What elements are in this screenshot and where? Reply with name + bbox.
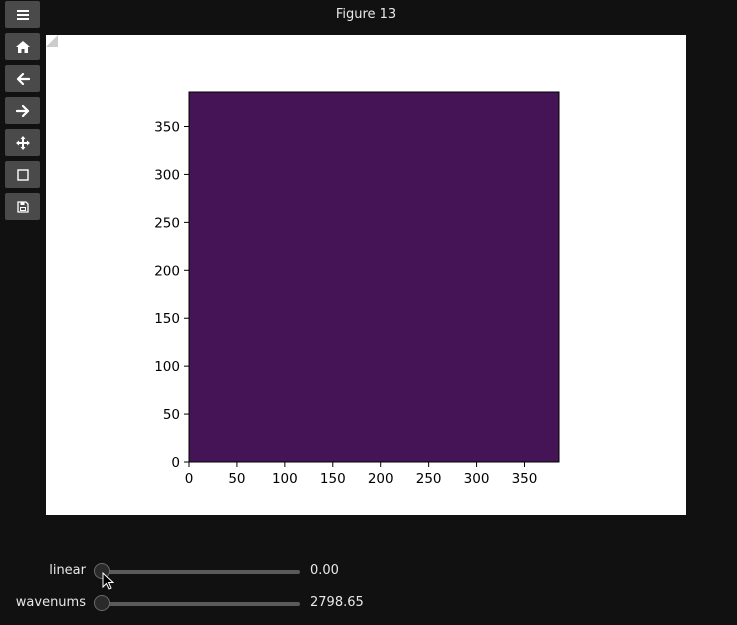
x-tick-label: 250 [416, 471, 442, 487]
slider-handle[interactable] [94, 563, 110, 579]
square-icon [16, 168, 29, 181]
slider-value: 2798.65 [310, 595, 364, 610]
axes-frame [188, 91, 560, 463]
menu-button[interactable] [5, 1, 40, 28]
slider-value: 0.00 [310, 563, 339, 578]
save-button[interactable] [5, 193, 40, 220]
y-tick-label: 150 [154, 311, 180, 327]
slider-label: wavenums [15, 595, 86, 610]
floppy-disk-icon [16, 200, 29, 213]
x-tick-label: 100 [272, 471, 298, 487]
y-tick-label: 0 [171, 455, 180, 471]
arrow-right-icon [15, 104, 29, 117]
home-icon [15, 40, 30, 53]
figure-title: Figure 13 [335, 7, 397, 22]
y-tick-label: 200 [154, 263, 180, 279]
slider-label: linear [49, 563, 86, 578]
move-icon [15, 135, 30, 150]
arrow-left-icon [16, 72, 30, 85]
x-tick-label: 150 [320, 471, 346, 487]
slider-handle[interactable] [94, 595, 110, 611]
y-tick-label: 350 [154, 120, 180, 136]
slider-track[interactable] [102, 602, 300, 606]
zoom-rect-button[interactable] [5, 161, 40, 188]
resize-grip-icon[interactable] [46, 35, 58, 47]
slider-row-wavenums: wavenums 2798.65 [0, 594, 737, 614]
x-tick-label: 350 [512, 471, 538, 487]
slider-row-linear: linear 0.00 [0, 562, 737, 582]
x-tick-label: 50 [228, 471, 245, 487]
pan-button[interactable] [5, 129, 40, 156]
figure-canvas[interactable]: 0 50 100 150 200 250 300 350 0 50 100 150 200 250 300 3… [46, 35, 686, 515]
back-button[interactable] [5, 65, 40, 92]
home-button[interactable] [5, 33, 40, 60]
hamburger-menu-icon [16, 9, 29, 20]
y-tick-label: 50 [163, 407, 180, 423]
y-tick-label: 100 [154, 359, 180, 375]
x-tick-label: 0 [185, 471, 194, 487]
slider-track[interactable] [102, 570, 300, 574]
heatmap-plot: 0 50 100 150 200 250 300 350 0 50 100 150 200 250 300 3… [154, 91, 560, 487]
heatmap-image [189, 92, 559, 462]
x-tick-label: 300 [464, 471, 490, 487]
y-tick-label: 250 [154, 215, 180, 231]
y-tick-label: 300 [154, 167, 180, 183]
mouse-cursor-icon [102, 572, 114, 590]
forward-button[interactable] [5, 97, 40, 124]
x-tick-label: 200 [368, 471, 394, 487]
